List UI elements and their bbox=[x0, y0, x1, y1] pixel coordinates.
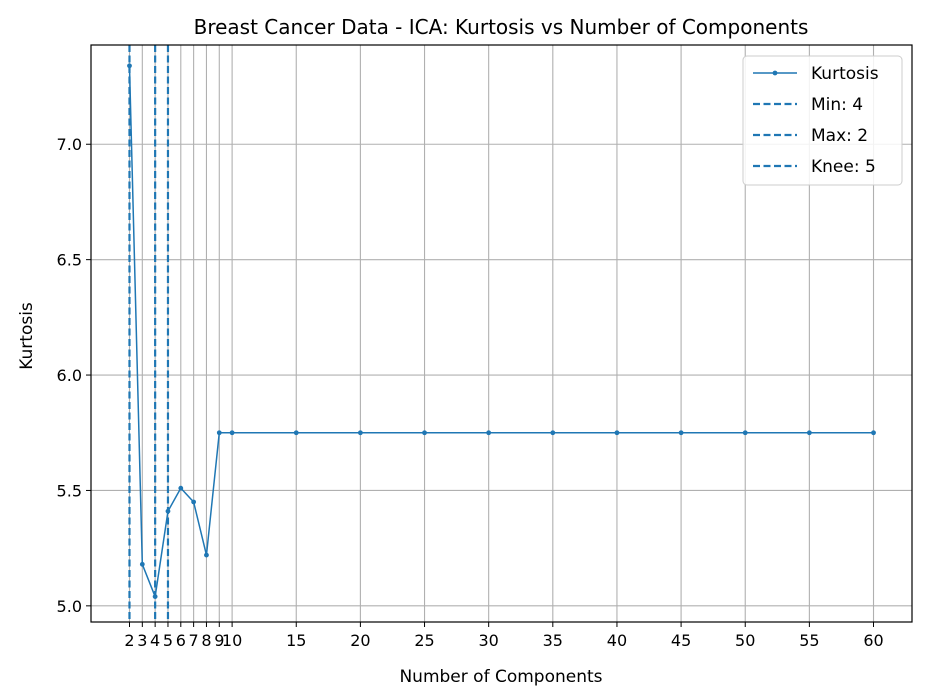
plot-frame bbox=[90, 44, 913, 623]
data-point bbox=[678, 430, 684, 436]
data-point bbox=[293, 430, 299, 436]
x-tick-label: 3 bbox=[137, 631, 147, 650]
data-point bbox=[614, 430, 620, 436]
x-tick-label: 6 bbox=[176, 631, 186, 650]
x-tick-label: 4 bbox=[150, 631, 160, 650]
series-layer bbox=[127, 63, 876, 600]
data-point bbox=[139, 561, 145, 567]
legend-entry-label: Kurtosis bbox=[811, 64, 879, 84]
x-tick-label: 20 bbox=[350, 631, 370, 650]
data-point bbox=[178, 485, 184, 491]
y-tick-label: 6.5 bbox=[57, 251, 82, 270]
grid-lines bbox=[91, 45, 912, 622]
data-point bbox=[806, 430, 812, 436]
axis-ticks: 2 3 4 5 6 7 8 910 15 20 25 30 35 40 45 50 55 605.05.56.06… bbox=[57, 135, 884, 650]
x-tick-label: 5 bbox=[163, 631, 173, 650]
data-point bbox=[422, 430, 427, 436]
data-point bbox=[486, 430, 492, 436]
x-tick-label: 2 bbox=[124, 631, 134, 650]
x-tick-label: 30 bbox=[478, 631, 498, 650]
x-tick-label: 35 bbox=[543, 631, 563, 650]
x-tick-label: 60 bbox=[863, 631, 883, 650]
data-point bbox=[229, 430, 235, 436]
data-point bbox=[191, 499, 197, 505]
chart-title: Breast Cancer Data - ICA: Kurtosis vs Nu… bbox=[194, 15, 809, 39]
x-tick-label: 15 bbox=[286, 631, 306, 650]
y-axis-label: Kurtosis bbox=[17, 302, 37, 370]
legend-entry-label: Knee: 5 bbox=[811, 157, 876, 177]
legend-entry-label: Max: 2 bbox=[811, 126, 868, 146]
y-tick-label: 7.0 bbox=[57, 135, 82, 154]
y-tick-label: 5.5 bbox=[57, 481, 82, 500]
x-tick-label: 40 bbox=[607, 631, 627, 650]
legend-box bbox=[742, 55, 903, 186]
y-tick-label: 6.0 bbox=[57, 366, 82, 385]
data-point bbox=[357, 430, 363, 436]
x-tick-label: 8 bbox=[201, 631, 211, 650]
data-point bbox=[165, 508, 171, 514]
y-tick-label: 5.0 bbox=[57, 597, 82, 616]
x-tick-label: 55 bbox=[799, 631, 819, 650]
x-tick-label: 50 bbox=[735, 631, 755, 650]
data-point bbox=[871, 430, 876, 436]
legend-marker-swatch bbox=[772, 70, 778, 76]
x-tick-label: 10 bbox=[222, 631, 242, 650]
data-point bbox=[216, 430, 222, 436]
x-tick-label: 45 bbox=[671, 631, 691, 650]
x-axis-label: Number of Components bbox=[399, 667, 602, 687]
data-point bbox=[204, 552, 209, 558]
x-tick-label: 7 bbox=[189, 631, 199, 650]
x-tick-label: 9 bbox=[214, 631, 224, 650]
data-point bbox=[742, 430, 748, 436]
data-point bbox=[127, 63, 132, 69]
data-point bbox=[550, 430, 556, 436]
reference-lines bbox=[128, 45, 170, 622]
x-tick-label: 25 bbox=[414, 631, 434, 650]
legend: Kurtosis Min: 4 Max: 2 Knee: 5 bbox=[742, 55, 903, 186]
data-point bbox=[152, 594, 158, 600]
legend-entry-label: Min: 4 bbox=[811, 95, 863, 115]
